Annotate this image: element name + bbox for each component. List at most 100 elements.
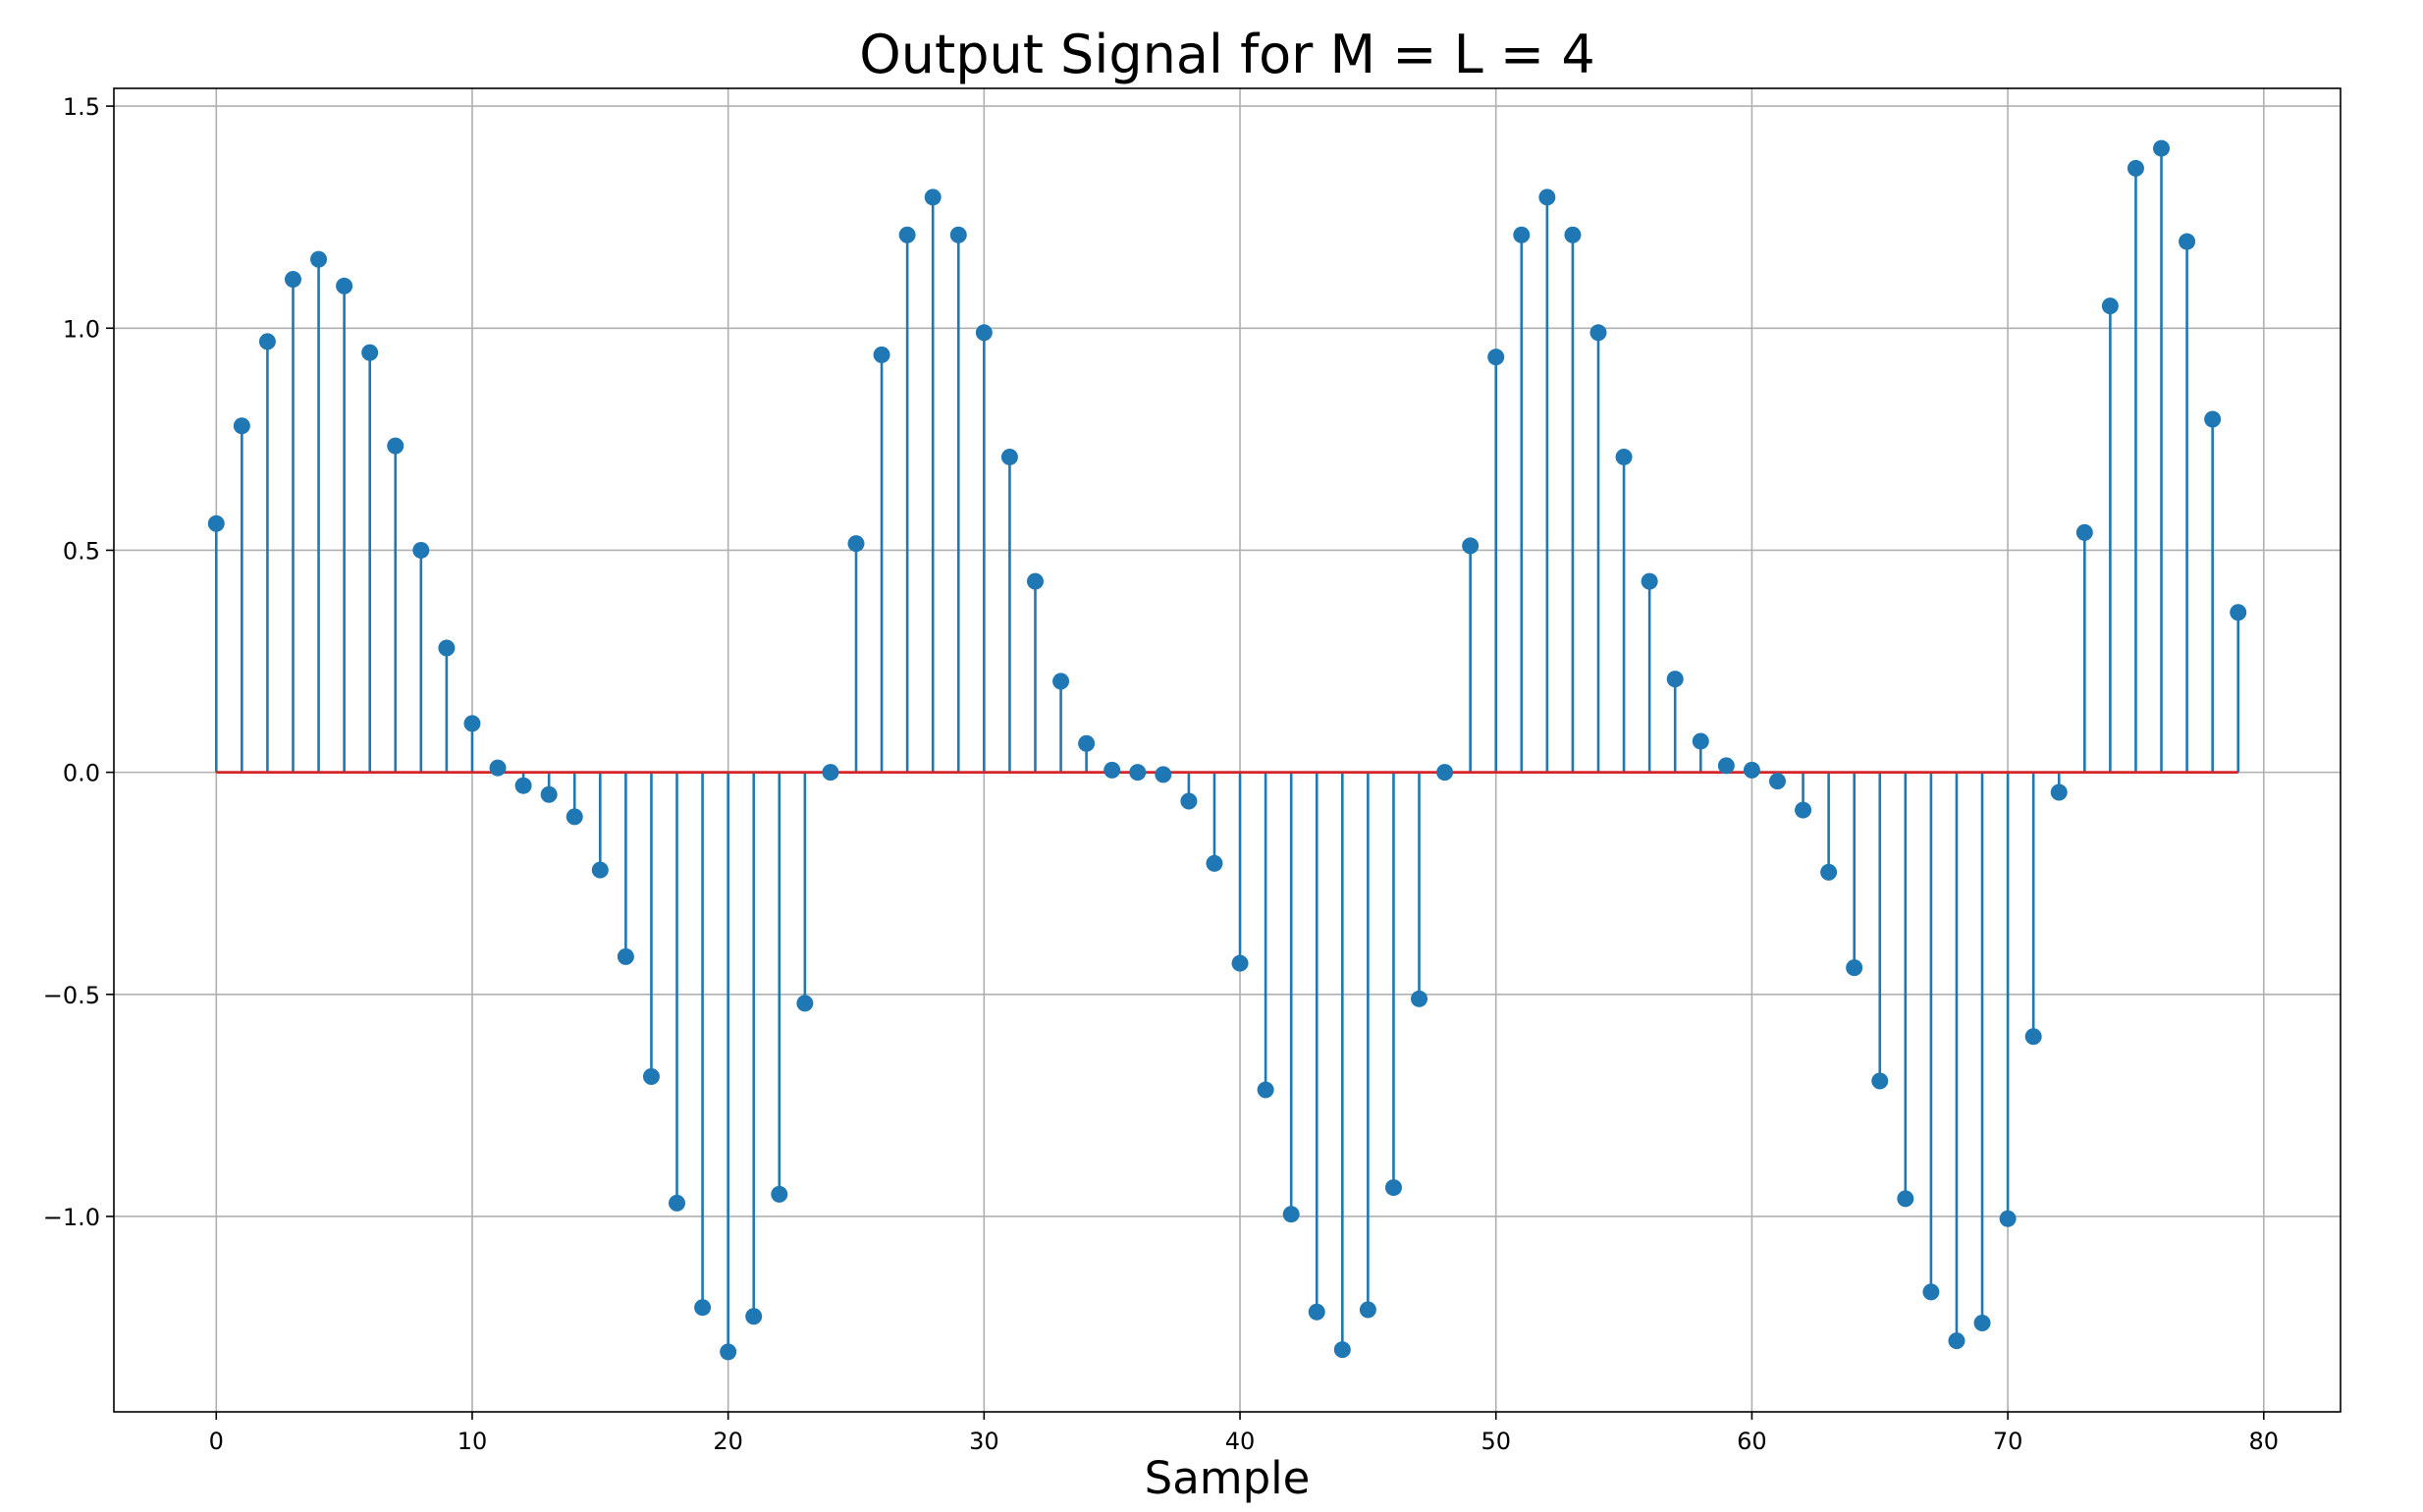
stem-marker (2153, 139, 2171, 157)
stem-marker (822, 764, 839, 782)
stem-marker (489, 759, 507, 777)
y-tick-label: 1.0 (63, 315, 100, 343)
x-tick-label: 70 (1993, 1428, 2023, 1455)
stem-marker (1795, 801, 1812, 819)
stem-marker (1487, 349, 1505, 366)
stem-marker (1820, 863, 1838, 881)
x-tick-label: 80 (2249, 1428, 2280, 1455)
stem-marker (1257, 1081, 1274, 1099)
y-tick-label: 0.0 (63, 760, 100, 787)
stem-marker (591, 861, 609, 879)
stem-marker (796, 995, 814, 1012)
stem-marker (1666, 671, 1684, 688)
stem-marker (207, 514, 225, 532)
stem-marker (1768, 773, 1786, 790)
stem-marker (1948, 1332, 1965, 1350)
stem-marker (1026, 572, 1044, 590)
stem-marker (387, 437, 404, 455)
stem-marker (2101, 297, 2119, 315)
stem-marker (924, 189, 942, 206)
stem-marker (336, 277, 353, 295)
stem-marker (617, 947, 634, 965)
stem-marker (1308, 1303, 1325, 1321)
stem-marker (669, 1194, 686, 1212)
stem-marker (514, 777, 532, 794)
x-axis-ticks: 0 10 20 30 40 50 60 70 80 (209, 1412, 2279, 1455)
x-tick-label: 50 (1481, 1428, 1511, 1455)
stem-marker (720, 1343, 737, 1361)
stem-marker (1206, 854, 1223, 872)
stem-marker (1846, 959, 1863, 977)
stem-marker (1436, 764, 1454, 782)
y-axis-ticks: −1.0 −0.5 0.0 0.5 1.0 1.5 (43, 93, 114, 1231)
stem-marker (540, 785, 558, 803)
stem-marker (2127, 159, 2144, 177)
stem-marker (1871, 1072, 1889, 1090)
stem-marker (1564, 226, 1582, 243)
stem-marker (1180, 792, 1198, 810)
stem-marker (1615, 448, 1633, 465)
stem-marker (1052, 673, 1070, 690)
x-tick-label: 0 (209, 1428, 224, 1455)
y-tick-label: 0.5 (63, 537, 100, 565)
stem-marker (873, 346, 890, 363)
stem-marker (1282, 1206, 1300, 1223)
stem-marker (1973, 1315, 1991, 1332)
y-tick-label: 1.5 (63, 93, 100, 121)
x-tick-label: 20 (713, 1428, 743, 1455)
y-tick-label: −0.5 (43, 982, 100, 1009)
stem-marker (1411, 990, 1428, 1007)
stem-lines (214, 148, 2240, 1352)
stem-marker (1078, 734, 1096, 752)
stem-marker (1717, 757, 1735, 775)
stem-marker (1692, 732, 1709, 750)
stem-marker (1513, 226, 1531, 243)
stem-marker (1641, 572, 1658, 590)
stem-marker (949, 226, 967, 243)
x-tick-label: 10 (458, 1428, 488, 1455)
stem-marker (310, 250, 328, 268)
stem-marker (2024, 1028, 2042, 1046)
stem-marker (565, 808, 583, 826)
stem-marker (2075, 523, 2093, 541)
chart-title: Output Signal for M = L = 4 (859, 24, 1594, 85)
stem-marker (1589, 324, 1607, 342)
x-axis-label: Sample (1145, 1452, 1311, 1504)
stem-marker (1538, 189, 1556, 206)
stem-marker (412, 541, 430, 559)
x-tick-label: 40 (1225, 1428, 1256, 1455)
stem-marker (1922, 1283, 1940, 1301)
stem-marker (1743, 761, 1760, 779)
x-tick-label: 60 (1737, 1428, 1767, 1455)
stem-marker (1000, 448, 1018, 465)
stem-marker (258, 333, 276, 351)
stem-marker (1104, 761, 1121, 779)
stem-marker (745, 1308, 763, 1325)
stem-marker (1333, 1341, 1351, 1359)
stem-marker (463, 715, 481, 732)
stem-marker (694, 1299, 712, 1317)
stem-marker (361, 344, 379, 361)
stem-marker (1129, 764, 1147, 782)
stem-marker (1999, 1210, 2017, 1227)
stem-marker (975, 324, 993, 342)
stem-marker (1359, 1301, 1376, 1319)
stem-marker (1897, 1190, 1914, 1208)
stem-marker (2230, 604, 2247, 621)
plot-frame (113, 87, 2342, 1413)
stem-marker (1155, 766, 1172, 783)
stem-marker (771, 1185, 788, 1203)
stem-marker (2050, 783, 2068, 801)
stem-markers (207, 139, 2247, 1361)
y-tick-label: −1.0 (43, 1204, 100, 1231)
stem-marker (847, 535, 865, 553)
stem-marker (2204, 410, 2222, 428)
stem-marker (2179, 233, 2196, 250)
stem-marker (1462, 537, 1480, 555)
stem-marker (898, 226, 916, 243)
stem-marker (233, 417, 250, 435)
stem-marker (1384, 1179, 1402, 1197)
stem-marker (438, 639, 456, 657)
stem-marker (642, 1067, 660, 1085)
